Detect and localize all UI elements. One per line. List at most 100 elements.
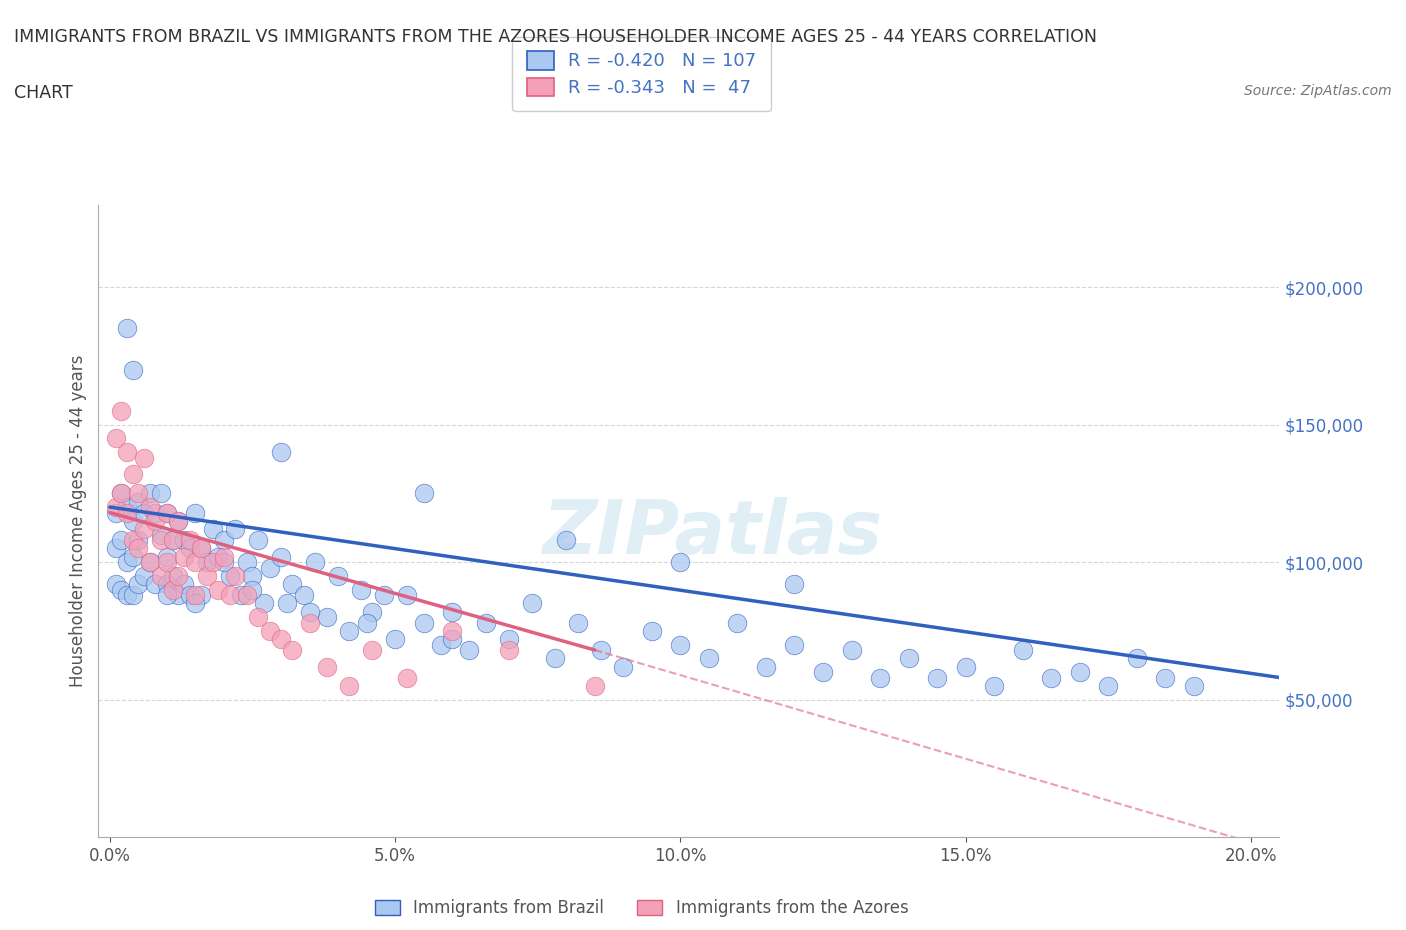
Point xyxy=(247,533,270,548)
Point xyxy=(361,604,384,619)
Point xyxy=(270,549,292,564)
Point xyxy=(1126,651,1149,666)
Point xyxy=(384,631,406,646)
Point xyxy=(127,494,149,509)
Point xyxy=(612,659,634,674)
Point xyxy=(641,623,664,638)
Point xyxy=(281,643,304,658)
Point xyxy=(121,467,143,482)
Point xyxy=(441,604,464,619)
Point xyxy=(127,577,149,591)
Point xyxy=(229,588,252,603)
Point xyxy=(224,568,246,583)
Point xyxy=(156,554,179,569)
Point xyxy=(1182,678,1205,693)
Point xyxy=(132,505,155,520)
Point xyxy=(139,554,162,569)
Point xyxy=(811,665,834,680)
Point xyxy=(201,522,224,537)
Point xyxy=(927,671,949,685)
Point xyxy=(361,643,384,658)
Point xyxy=(869,671,891,685)
Point xyxy=(1154,671,1177,685)
Point xyxy=(139,485,162,500)
Text: IMMIGRANTS FROM BRAZIL VS IMMIGRANTS FROM THE AZORES HOUSEHOLDER INCOME AGES 25 : IMMIGRANTS FROM BRAZIL VS IMMIGRANTS FRO… xyxy=(14,28,1097,46)
Point xyxy=(498,631,520,646)
Point xyxy=(242,582,264,597)
Point xyxy=(201,554,224,569)
Point xyxy=(304,554,326,569)
Point xyxy=(897,651,920,666)
Point xyxy=(725,615,748,630)
Point xyxy=(236,554,259,569)
Point xyxy=(173,549,195,564)
Point xyxy=(841,643,863,658)
Point xyxy=(669,637,692,652)
Point xyxy=(236,588,259,603)
Point xyxy=(162,568,184,583)
Y-axis label: Householder Income Ages 25 - 44 years: Householder Income Ages 25 - 44 years xyxy=(69,354,87,687)
Point xyxy=(121,549,143,564)
Point xyxy=(132,522,155,537)
Point xyxy=(755,659,778,674)
Point xyxy=(104,499,127,514)
Point xyxy=(212,533,235,548)
Point xyxy=(156,505,179,520)
Point xyxy=(270,631,292,646)
Point xyxy=(955,659,977,674)
Point xyxy=(150,533,173,548)
Point xyxy=(544,651,567,666)
Point xyxy=(429,637,451,652)
Point xyxy=(145,577,167,591)
Point xyxy=(127,541,149,556)
Point xyxy=(783,637,806,652)
Point xyxy=(567,615,589,630)
Point xyxy=(156,577,179,591)
Point xyxy=(145,513,167,528)
Point xyxy=(150,527,173,542)
Point xyxy=(110,533,132,548)
Point xyxy=(298,615,321,630)
Point xyxy=(339,678,361,693)
Point xyxy=(115,505,138,520)
Point xyxy=(132,568,155,583)
Point xyxy=(253,596,276,611)
Point xyxy=(162,533,184,548)
Point xyxy=(395,671,418,685)
Point xyxy=(281,577,304,591)
Text: ZIPatlas: ZIPatlas xyxy=(543,497,883,570)
Point xyxy=(110,485,132,500)
Point xyxy=(173,577,195,591)
Point xyxy=(110,485,132,500)
Point xyxy=(292,588,315,603)
Point xyxy=(276,596,298,611)
Point xyxy=(475,615,498,630)
Point xyxy=(162,582,184,597)
Point xyxy=(1011,643,1033,658)
Point xyxy=(373,588,395,603)
Point xyxy=(339,623,361,638)
Point xyxy=(179,588,201,603)
Point xyxy=(783,577,806,591)
Point xyxy=(441,631,464,646)
Point xyxy=(150,485,173,500)
Point xyxy=(115,554,138,569)
Point xyxy=(179,541,201,556)
Point xyxy=(127,533,149,548)
Point xyxy=(167,513,190,528)
Point xyxy=(259,623,281,638)
Point xyxy=(167,568,190,583)
Point xyxy=(589,643,612,658)
Point xyxy=(350,582,373,597)
Point xyxy=(212,554,235,569)
Point xyxy=(184,588,207,603)
Point xyxy=(121,513,143,528)
Point xyxy=(121,362,143,377)
Point xyxy=(218,568,240,583)
Point xyxy=(162,533,184,548)
Point xyxy=(498,643,520,658)
Point xyxy=(207,582,229,597)
Point xyxy=(458,643,481,658)
Point xyxy=(1097,678,1119,693)
Point xyxy=(173,533,195,548)
